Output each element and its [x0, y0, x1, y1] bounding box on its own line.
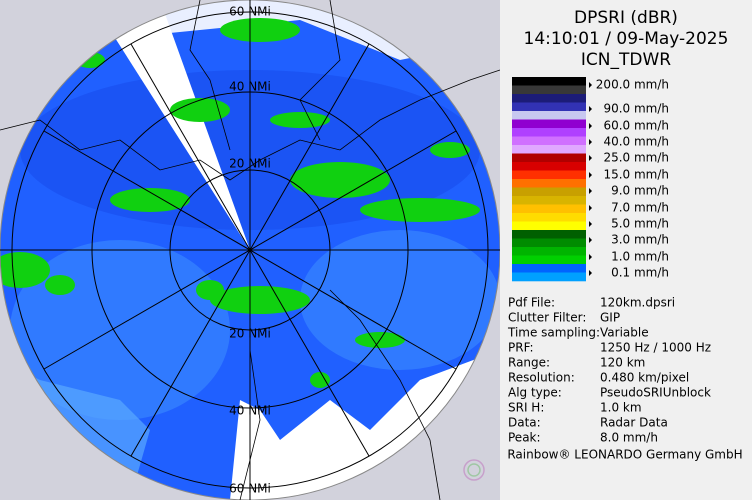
- info-value: 0.480 km/pixel: [600, 371, 689, 385]
- legend-pointer: [589, 221, 592, 227]
- range-label: 20 NMi: [229, 157, 271, 171]
- color-band: [512, 272, 586, 282]
- info-key: Clutter Filter:: [508, 311, 586, 325]
- color-band: [512, 153, 586, 163]
- color-band: [512, 179, 586, 188]
- legend-label: 40.0 mm/h: [603, 135, 669, 149]
- footer: Rainbow® LEONARDO Germany GmbH: [507, 448, 742, 462]
- color-band: [512, 255, 586, 265]
- info-value: 1.0 km: [600, 401, 642, 415]
- info-value: 120 km: [600, 356, 645, 370]
- info-value: 1250 Hz / 1000 Hz: [600, 341, 711, 355]
- color-band: [512, 119, 586, 129]
- legend-pointer: [589, 82, 592, 88]
- info-key: Range:: [508, 356, 550, 370]
- logo: [463, 459, 485, 481]
- legend-label: 15.0 mm/h: [603, 168, 669, 182]
- info-value: 8.0 mm/h: [600, 431, 658, 445]
- color-band: [512, 230, 586, 239]
- info-key: Resolution:: [508, 371, 575, 385]
- color-scale: 200.0 mm/h 90.0 mm/h 60.0 mm/h 40.0 mm/h 25.…: [512, 77, 669, 282]
- color-band: [512, 162, 586, 171]
- range-label: 60 NMi: [229, 5, 271, 19]
- info-value: Radar Data: [600, 416, 668, 430]
- color-band: [512, 247, 586, 256]
- legend-pointer: [589, 205, 592, 211]
- color-band: [512, 145, 586, 154]
- range-rings: [0, 0, 501, 500]
- legend-pointer: [589, 270, 592, 276]
- range-label: 60 NMi: [229, 482, 271, 496]
- coastlines: [0, 0, 501, 500]
- legend-label: 7.0 mm/h: [611, 201, 669, 215]
- info-value: Variable: [600, 326, 649, 340]
- color-band: [512, 128, 586, 137]
- info-key: PRF:: [508, 341, 534, 355]
- legend-pointer: [589, 155, 592, 161]
- info-key: SRI H:: [508, 401, 544, 415]
- legend-label: 0.1 mm/h: [611, 266, 669, 280]
- info-value: PseudoSRIUnblock: [600, 386, 711, 400]
- legend-pointer: [589, 106, 592, 112]
- legend-pointer: [589, 188, 592, 194]
- range-label: 40 NMi: [229, 80, 271, 94]
- legend-label: 5.0 mm/h: [611, 217, 669, 231]
- legend-label: 90.0 mm/h: [603, 102, 669, 116]
- timestamp: 14:10:01 / 09-May-2025: [524, 29, 729, 49]
- color-band: [512, 187, 586, 197]
- color-band: [512, 111, 586, 120]
- color-band: [512, 102, 586, 112]
- color-band: [512, 94, 586, 103]
- legend-pointer: [589, 254, 592, 260]
- site-name: ICN_TDWR: [581, 50, 671, 70]
- legend-label: 3.0 mm/h: [611, 233, 669, 247]
- legend-label: 1.0 mm/h: [611, 250, 669, 264]
- info-value: 120km.dpsri: [600, 296, 675, 310]
- legend-pointer: [589, 139, 592, 145]
- color-band: [512, 196, 586, 205]
- info-key: Pdf File:: [508, 296, 555, 310]
- info-key: Time sampling:: [507, 326, 600, 340]
- info-key: Alg type:: [508, 386, 562, 400]
- color-band: [512, 238, 586, 248]
- legend-label: 60.0 mm/h: [603, 119, 669, 133]
- color-band: [512, 213, 586, 222]
- legend-label: 25.0 mm/h: [603, 151, 669, 165]
- color-band: [512, 221, 586, 231]
- info-key: Peak:: [508, 431, 541, 445]
- color-band: [512, 264, 586, 273]
- legend-pointer: [589, 123, 592, 129]
- legend-label: 200.0 mm/h: [596, 78, 669, 92]
- product-title: DPSRI (dBR): [574, 8, 678, 28]
- color-band: [512, 85, 586, 95]
- legend-pointer: [589, 237, 592, 243]
- legend-pointer: [589, 172, 592, 178]
- range-label: 40 NMi: [229, 404, 271, 418]
- color-band: [512, 204, 586, 214]
- info-key: Data:: [508, 416, 541, 430]
- color-band: [512, 77, 586, 86]
- legend-label: 9.0 mm/h: [611, 184, 669, 198]
- info-value: GIP: [600, 311, 620, 325]
- color-band: [512, 170, 586, 180]
- color-band: [512, 136, 586, 146]
- range-label: 20 NMi: [229, 327, 271, 341]
